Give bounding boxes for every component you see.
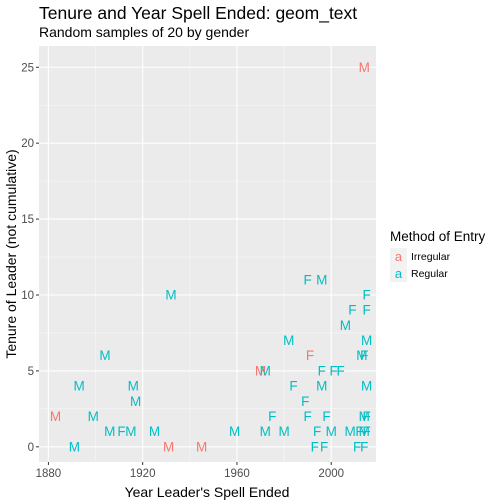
data-point-label: M — [283, 333, 294, 348]
legend-key-glyph-irregular: a — [395, 249, 403, 264]
legend-label-regular: Regular — [411, 268, 448, 280]
data-point-label: F — [360, 439, 368, 454]
y-ticks: 0 5 10 15 20 25 — [21, 62, 39, 454]
data-point-label: F — [360, 348, 368, 363]
y-axis-title: Tenure of Leader (not cumulative) — [3, 149, 19, 358]
data-point-label: M — [278, 424, 289, 439]
data-point-label: F — [289, 379, 297, 394]
legend-title: Method of Entry — [390, 229, 486, 244]
data-point-label: F — [362, 303, 370, 318]
data-point-label: M — [99, 348, 110, 363]
y-tick-label: 15 — [21, 214, 34, 226]
data-point-label: M — [359, 424, 370, 439]
legend-key-glyph-regular: a — [395, 266, 403, 281]
data-point-label: M — [165, 287, 176, 302]
data-point-label: M — [130, 394, 141, 409]
data-point-label: F — [362, 424, 370, 439]
data-point-label: M — [361, 333, 372, 348]
data-point-label: F — [329, 363, 337, 378]
data-point-label: F — [362, 287, 370, 302]
data-point-label: F — [362, 409, 370, 424]
chart-subtitle: Random samples of 20 by gender — [39, 24, 249, 40]
data-point-label: M — [260, 424, 271, 439]
legend: Method of Entry a Irregular a Regular — [390, 229, 486, 282]
data-point-label: M — [359, 409, 370, 424]
x-tick-label: 2000 — [318, 468, 344, 480]
chart-title: Tenure and Year Spell Ended: geom_text — [39, 3, 357, 24]
data-point-label: M — [125, 424, 136, 439]
data-point-label: M — [260, 363, 271, 378]
legend-label-irregular: Irregular — [411, 251, 451, 263]
legend-key-regular — [390, 265, 407, 282]
x-ticks: 1880 1920 1960 2000 — [36, 462, 344, 480]
x-tick-label: 1960 — [224, 468, 250, 480]
data-point-label: F — [268, 409, 276, 424]
data-point-label: F — [318, 363, 326, 378]
data-point-label: M — [316, 379, 327, 394]
data-point-label: F — [322, 409, 330, 424]
plot-panel — [39, 46, 376, 462]
data-point-label: F — [304, 272, 312, 287]
data-point-label: F — [313, 424, 321, 439]
data-point-label: F — [320, 439, 328, 454]
y-tick-label: 20 — [21, 138, 34, 150]
data-point-label: M — [361, 379, 372, 394]
data-point-label: F — [337, 363, 345, 378]
data-point-label: F — [301, 394, 309, 409]
data-point-label: M — [88, 409, 99, 424]
data-point-label: M — [196, 439, 207, 454]
y-tick-label: 25 — [21, 62, 34, 74]
y-tick-label: 0 — [28, 442, 34, 454]
grid-major — [39, 46, 376, 462]
data-point-label: F — [348, 303, 356, 318]
data-point-label: F — [117, 424, 125, 439]
data-point-label: M — [163, 439, 174, 454]
data-point-label: M — [128, 379, 139, 394]
data-point-label: M — [356, 348, 367, 363]
data-point-label: F — [311, 439, 319, 454]
data-point-label: F — [355, 424, 363, 439]
data-point-label: F — [304, 409, 312, 424]
data-point-label: M — [326, 424, 337, 439]
data-point-label: M — [344, 424, 355, 439]
grid-minor — [39, 46, 376, 462]
data-point-label: M — [69, 439, 80, 454]
data-point-label: M — [359, 60, 370, 75]
data-point-label: F — [306, 348, 314, 363]
data-point-label: M — [340, 318, 351, 333]
x-tick-label: 1880 — [36, 468, 62, 480]
data-point-label: M — [149, 424, 160, 439]
x-tick-label: 1920 — [130, 468, 156, 480]
data-point-label: F — [353, 439, 361, 454]
data-point-label: M — [255, 363, 266, 378]
y-tick-label: 10 — [21, 290, 34, 302]
data-point-label: M — [229, 424, 240, 439]
data-point-label: M — [316, 272, 327, 287]
data-point-label: M — [73, 379, 84, 394]
data-point-label: M — [50, 409, 61, 424]
legend-key-irregular — [390, 248, 407, 265]
x-axis-title: Year Leader's Spell Ended — [125, 484, 290, 500]
data-point-label: M — [104, 424, 115, 439]
y-tick-label: 5 — [28, 366, 34, 378]
